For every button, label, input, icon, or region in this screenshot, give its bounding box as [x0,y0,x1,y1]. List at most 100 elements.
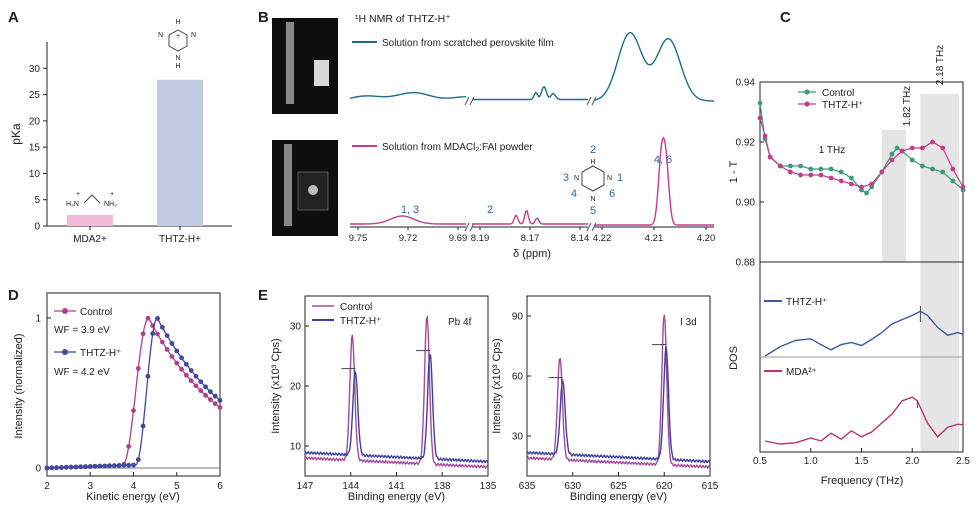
tick-label-d-x-2: 4 [131,481,137,492]
point-d-0-36 [217,405,223,410]
tick-label-b-0-1: 9.72 [399,233,418,244]
tick-label-e1-y-1: 20 [290,382,302,393]
point-d-0-35 [212,401,218,407]
annotation-c-0: 1 THz [819,145,846,156]
point-d-1-28 [179,355,184,361]
point-d-0-27 [174,360,180,366]
panel-label-d: D [8,287,19,304]
point-d-1-22 [150,331,156,336]
axis-label-e1-x: Binding energy (eV) [348,491,445,503]
ring-atom-2: N [158,32,163,39]
nmr-top-seg2 [472,86,588,101]
struct-num-2: 2 [590,144,596,156]
ring-atom-3: N [175,55,180,62]
point-d-1-18 [131,462,136,468]
struct-num-5: 5 [590,205,596,217]
point-d-1-21 [145,373,151,379]
mda-plus-left: + [76,191,80,198]
point-c-thtz-17 [920,145,925,151]
point-c-thtz-5 [798,172,803,178]
point-c-thtz-6 [808,172,814,178]
tick-label-b-2-2: 4.20 [697,233,716,244]
curve-e2-1 [526,346,711,464]
legend-e1-text-0: Control [340,302,372,313]
tick-label-e1-y-2: 30 [290,322,302,333]
curve-e1-1 [304,353,489,464]
tick-label-b-1-1: 8.17 [521,233,540,244]
tick-label-b-1-2: 8.14 [571,233,590,244]
point-d-0-25 [164,347,170,352]
point-c-thtz-20 [950,166,956,172]
point-d-1-29 [183,361,189,367]
axis-label-e1-y: Intensity (x10³ Cps) [270,338,282,433]
tick-label-b-0-2: 9.69 [449,233,468,244]
point-d-0-17 [126,444,132,449]
struct-atom-h: H [590,159,595,166]
legend-d-text-1: THTZ-H⁺ [80,348,121,359]
axis-break-2 [464,96,475,106]
curve-d-1 [47,317,221,469]
legend-c-marker-1 [804,101,810,107]
point-c-control-12 [864,190,869,196]
curve-e1-0 [304,314,489,470]
axis-label-e2-y: Intensity (x10³ Cps) [491,338,503,433]
point-d-1-35 [212,393,218,399]
point-c-thtz-11 [859,184,864,190]
tick-label-c-y-2: 0.92 [736,138,756,149]
axis-break-3 [586,96,597,106]
tick-label-e2-x-4: 615 [702,481,719,492]
band-c-218 [920,94,959,452]
tick-label-c-y-0: 0.88 [736,258,756,269]
point-c-thtz-7 [818,172,824,178]
panel-label-e: E [258,287,268,304]
point-d-1-11 [97,463,103,469]
annotation-c-2: 2.18 THz [935,45,946,85]
panel-label-a: A [8,9,19,26]
legend-b-text-0: Solution from scratched perovskite film [382,38,554,49]
point-d-0-33 [203,392,208,398]
tick-label-a-y-3: 15 [29,143,41,154]
point-d-1-1 [49,465,55,471]
point-d-1-10 [92,463,98,469]
struct-atom-n3: N [590,196,595,203]
mda-atom-right: NH₃ [104,201,117,208]
point-c-thtz-16 [909,145,915,151]
point-c-thtz-2 [767,154,773,160]
legend-b-text-1: Solution from MDACl₂:FAI powder [382,142,533,153]
point-d-1-2 [54,465,60,471]
point-c-thtz-8 [828,175,834,181]
nmr-bot-seg2 [472,209,588,225]
point-c-control-16 [894,145,900,151]
point-c-control-7 [818,166,824,172]
tick-label-a-y-4: 20 [29,116,41,127]
tick-label-d-y-0: 0 [35,464,41,475]
bar-a-0 [67,214,113,226]
point-d-1-12 [102,463,108,469]
point-c-control-20 [930,166,935,172]
tick-label-e2-y-2: 90 [512,312,524,323]
point-c-thtz-9 [838,178,844,184]
axis-label-e2-x: Binding energy (eV) [570,491,667,503]
tick-label-a-y-6: 30 [29,64,41,75]
legend-c-dos-1: MDA²⁺ [786,367,817,378]
point-c-control-22 [950,178,956,184]
point-d-0-24 [159,339,165,345]
axis-label-c-top: 1 - T [728,161,740,184]
tick-label-d-x-3: 5 [174,481,180,492]
thtz-ring-struct [168,29,188,52]
point-c-control-10 [848,175,854,181]
mda-bonds [83,194,101,204]
point-d-0-28 [179,366,184,372]
point-d-1-32 [198,379,204,385]
bar-a-1 [157,79,203,226]
point-c-control-19 [920,163,925,169]
tick-label-d-y-1: 1 [35,314,41,325]
tick-label-c-x-2: 1.5 [855,456,869,467]
point-d-0-34 [207,397,213,403]
photo-film-sample [314,60,329,86]
nmr-top-seg3 [593,31,715,102]
mda-plus-right: + [110,191,114,198]
struct-num-1: 1 [617,172,623,184]
tick-label-d-x-4: 6 [217,481,223,492]
peak-label-b-2: 4, 6 [654,154,672,166]
